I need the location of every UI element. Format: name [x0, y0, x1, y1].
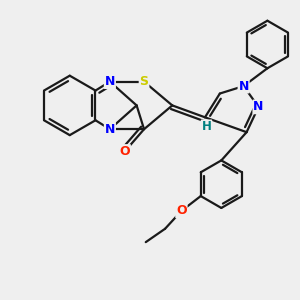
Text: N: N	[105, 75, 115, 88]
Text: O: O	[176, 204, 187, 218]
Text: N: N	[253, 100, 264, 113]
Text: S: S	[140, 75, 148, 88]
Text: N: N	[238, 80, 249, 93]
Text: N: N	[105, 123, 115, 136]
Text: H: H	[202, 120, 212, 133]
Text: O: O	[119, 145, 130, 158]
